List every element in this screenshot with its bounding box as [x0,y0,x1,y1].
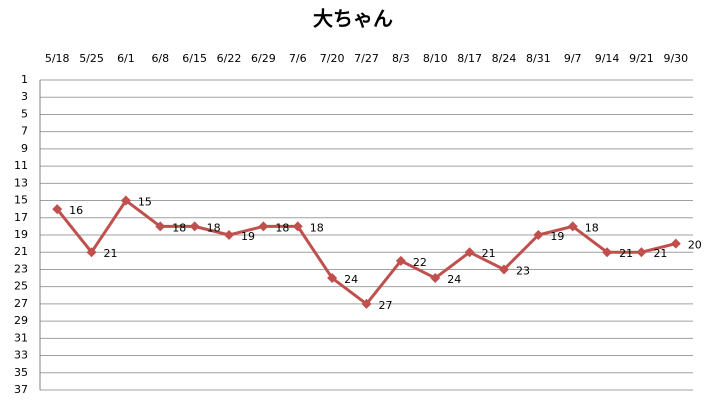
data-label: 22 [413,256,427,269]
marker [533,230,544,240]
y-tick-label: 19 [14,228,28,241]
marker [361,298,372,309]
x-tick-label: 5/18 [45,52,70,65]
y-tick-label: 7 [21,125,28,138]
y-tick-label: 27 [14,297,28,310]
x-tick-label: 8/17 [457,52,482,65]
y-tick-label: 9 [21,142,28,155]
data-label: 27 [379,299,393,312]
y-tick-label: 35 [14,366,28,379]
data-label: 21 [619,247,633,260]
y-tick-label: 23 [14,262,28,275]
data-label: 24 [344,273,358,286]
y-tick-label: 5 [21,107,28,120]
marker [189,221,200,232]
x-tick-label: 7/27 [354,52,379,65]
y-tick-label: 17 [14,211,28,224]
data-label: 18 [275,221,289,234]
marker [498,264,509,275]
marker [636,247,647,258]
y-tick-label: 25 [14,280,28,293]
x-tick-label: 8/10 [423,52,448,65]
chart-title: 大ちゃん [313,7,393,31]
marker [602,247,613,258]
data-label: 15 [138,196,152,209]
y-tick-label: 15 [14,194,28,207]
x-tick-label: 7/6 [289,52,307,65]
x-tick-label: 8/31 [526,52,551,65]
x-tick-label: 9/21 [629,52,654,65]
data-label: 23 [516,264,530,277]
x-tick-label: 7/20 [320,52,345,65]
marker [224,230,235,240]
x-tick-label: 6/8 [151,52,169,65]
marker [567,221,578,232]
x-tick-label: 9/7 [564,52,582,65]
x-tick-label: 9/14 [595,52,620,65]
y-tick-label: 3 [21,90,28,103]
data-label: 19 [550,230,564,243]
marker [430,273,441,284]
x-tick-label: 8/24 [492,52,517,65]
marker [120,195,131,206]
y-tick-label: 13 [14,176,28,189]
y-tick-label: 11 [14,159,28,172]
x-tick-label: 5/25 [79,52,104,65]
x-tick-label: 6/29 [251,52,276,65]
data-label: 21 [653,247,667,260]
marker [670,238,681,249]
y-tick-label: 1 [21,73,28,86]
x-tick-label: 6/15 [182,52,207,65]
marker [258,221,269,232]
data-label: 16 [69,204,83,217]
data-label: 18 [207,221,221,234]
y-tick-label: 21 [14,245,28,258]
data-label: 21 [104,247,118,260]
y-tick-label: 31 [14,331,28,344]
data-label: 19 [241,230,255,243]
marker [327,273,338,284]
x-tick-label: 8/3 [392,52,410,65]
y-tick-label: 37 [14,383,28,396]
marker [86,247,97,258]
marker [395,255,406,266]
x-tick-label: 6/22 [217,52,242,65]
data-label: 18 [172,221,186,234]
data-label: 18 [585,221,599,234]
y-tick-label: 29 [14,314,28,327]
x-tick-label: 6/1 [117,52,135,65]
marker [52,204,63,215]
marker [292,221,303,232]
data-label: 20 [688,239,702,252]
data-label: 18 [310,221,324,234]
data-label: 24 [447,273,461,286]
y-tick-label: 33 [14,349,28,362]
x-tick-label: 9/30 [663,52,688,65]
marker [155,221,166,232]
marker [464,247,475,258]
data-label: 21 [482,247,496,260]
